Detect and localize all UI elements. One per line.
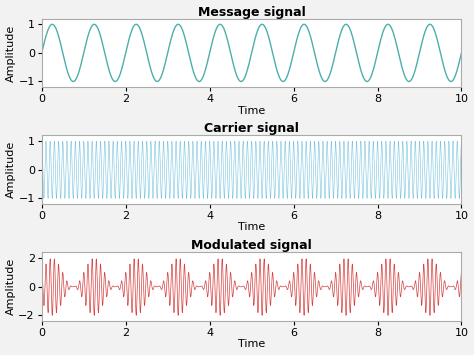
Title: Message signal: Message signal [198,6,305,18]
X-axis label: Time: Time [238,223,265,233]
Title: Carrier signal: Carrier signal [204,122,299,136]
Y-axis label: Amplitude: Amplitude [6,24,16,82]
Y-axis label: Amplitude: Amplitude [6,258,16,315]
X-axis label: Time: Time [238,339,265,349]
Y-axis label: Amplitude: Amplitude [6,141,16,198]
Title: Modulated signal: Modulated signal [191,239,312,252]
X-axis label: Time: Time [238,105,265,116]
